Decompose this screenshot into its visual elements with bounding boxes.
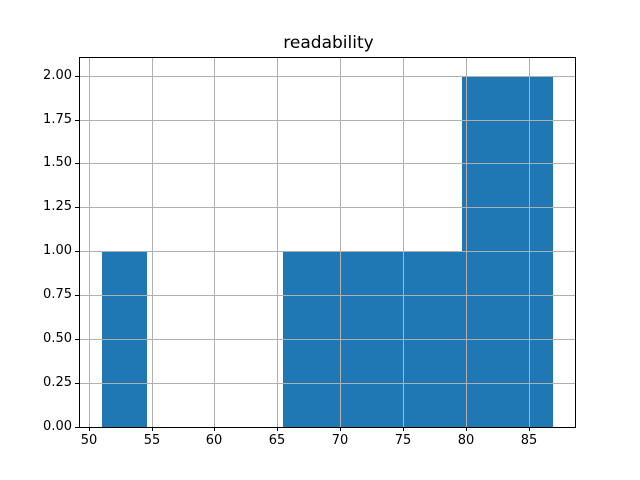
vertical-gridline	[466, 58, 467, 427]
vertical-gridline	[214, 58, 215, 427]
horizontal-gridline	[80, 251, 575, 252]
horizontal-gridline	[80, 383, 575, 384]
x-tick-label: 85	[520, 433, 538, 448]
x-tick-label: 70	[331, 433, 349, 448]
y-axis-tick	[75, 427, 79, 428]
x-axis-tick	[403, 427, 404, 431]
y-axis-tick	[75, 339, 79, 340]
y-tick-label: 0.00	[43, 419, 72, 434]
y-axis-tick	[75, 207, 79, 208]
x-axis-tick	[89, 427, 90, 431]
y-tick-label: 0.25	[43, 375, 72, 390]
x-axis-tick	[214, 427, 215, 431]
y-tick-label: 2.00	[43, 68, 72, 83]
horizontal-gridline	[80, 120, 575, 121]
y-tick-label: 0.50	[43, 331, 72, 346]
x-tick-label: 50	[80, 433, 98, 448]
y-tick-label: 0.75	[43, 287, 72, 302]
vertical-gridline	[89, 58, 90, 427]
x-tick-label: 65	[268, 433, 286, 448]
x-tick-label: 75	[394, 433, 412, 448]
horizontal-gridline	[80, 207, 575, 208]
x-tick-label: 80	[457, 433, 475, 448]
y-axis-tick	[75, 163, 79, 164]
horizontal-gridline	[80, 76, 575, 77]
y-tick-label: 1.25	[43, 199, 72, 214]
plot-area	[79, 57, 576, 428]
x-axis-tick	[277, 427, 278, 431]
y-axis-tick	[75, 251, 79, 252]
y-axis-tick	[75, 120, 79, 121]
x-axis-tick	[340, 427, 341, 431]
y-tick-label: 1.50	[43, 155, 72, 170]
y-axis-tick	[75, 295, 79, 296]
vertical-gridline	[340, 58, 341, 427]
x-tick-label: 55	[143, 433, 161, 448]
x-axis-tick	[466, 427, 467, 431]
vertical-gridline	[152, 58, 153, 427]
y-tick-label: 1.75	[43, 112, 72, 127]
horizontal-gridline	[80, 295, 575, 296]
x-tick-label: 60	[205, 433, 223, 448]
y-axis-tick	[75, 383, 79, 384]
horizontal-gridline	[80, 339, 575, 340]
chart-title: readability	[283, 33, 374, 53]
horizontal-gridline	[80, 163, 575, 164]
y-tick-label: 1.00	[43, 243, 72, 258]
vertical-gridline	[403, 58, 404, 427]
vertical-gridline	[529, 58, 530, 427]
x-axis-tick	[529, 427, 530, 431]
x-axis-tick	[152, 427, 153, 431]
vertical-gridline	[277, 58, 278, 427]
y-axis-tick	[75, 76, 79, 77]
